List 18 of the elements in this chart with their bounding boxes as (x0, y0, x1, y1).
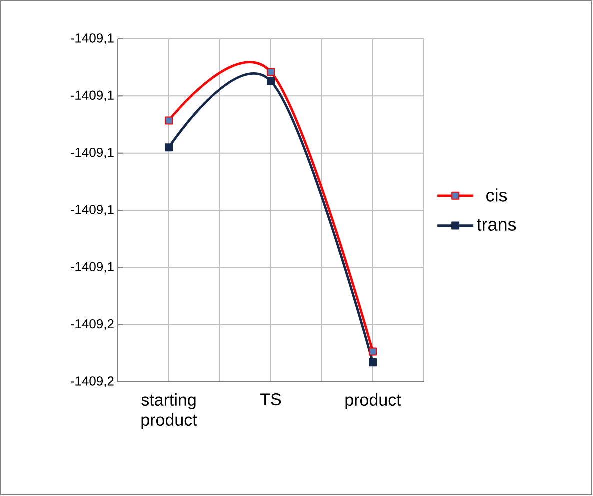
point (165, 116, 174, 125)
x-tick-label: starting product (142, 394, 198, 430)
legend-label: trans (477, 219, 516, 232)
point (369, 348, 377, 356)
legend-label: cis (486, 188, 508, 202)
y-tick-label: -1409,1 (70, 148, 114, 159)
x-tick-label: product (346, 394, 402, 410)
y-tick-label: -1409,2 (70, 376, 114, 388)
y-tick-label: -1409,1 (70, 262, 114, 274)
y-tick-label: -1409,1 (70, 90, 114, 102)
point (267, 68, 276, 76)
x-tick-label: TS (260, 394, 282, 406)
point (165, 144, 174, 152)
y-tick-label: -1409,2 (70, 319, 114, 330)
point (267, 77, 276, 86)
y-tick-label: -1409,1 (70, 205, 114, 216)
y-tick-label: -1409,1 (70, 34, 114, 44)
point (369, 358, 377, 367)
